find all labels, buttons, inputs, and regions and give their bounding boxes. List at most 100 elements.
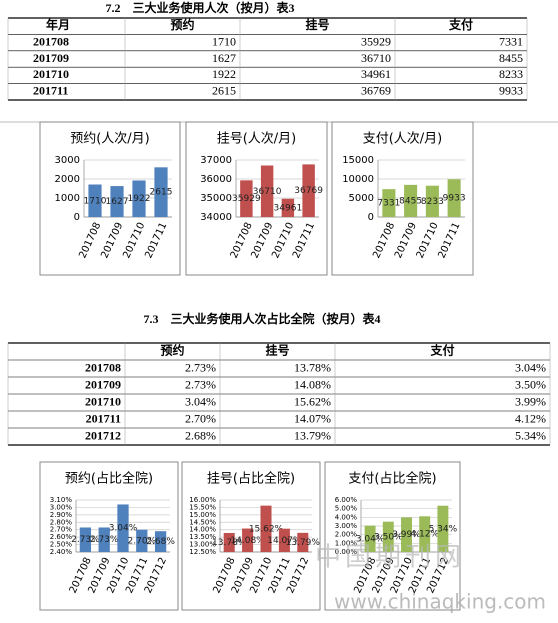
bar: [425, 185, 439, 217]
table-header: 挂号: [305, 17, 329, 32]
table-header: 年月: [46, 17, 70, 32]
bar: [297, 532, 309, 552]
table-cell: 2.73%: [185, 360, 216, 374]
y-tick-label: 37000: [200, 155, 232, 166]
data-label: 5.34%: [429, 524, 458, 534]
bar: [240, 180, 253, 217]
y-tick-label: 0.00%: [335, 548, 358, 556]
data-label: 13.79%: [286, 538, 321, 548]
data-label: 13.78%: [212, 538, 247, 548]
chart-title: 挂号(人次/月): [217, 131, 297, 147]
data-label: 3.50%: [374, 532, 403, 542]
table-cell: 201711: [33, 84, 68, 98]
table-cell: 13.78%: [294, 360, 331, 374]
bar: [382, 521, 394, 552]
bar: [242, 528, 254, 552]
y-tick-label: 14.00%: [189, 526, 216, 534]
data-label: 14.08%: [230, 536, 265, 546]
table-cell: 34961: [361, 67, 391, 81]
bar: [136, 529, 148, 552]
table-cell: 3.04%: [515, 360, 546, 374]
y-tick-label: 15.00%: [189, 511, 216, 519]
data-label: 2.70%: [128, 536, 157, 546]
y-tick-label: 0: [368, 212, 374, 223]
table-cell: 36769: [361, 84, 391, 98]
data-label: 2.73%: [71, 535, 100, 545]
table-cell: 2615: [212, 84, 236, 98]
table-cell: 7331: [499, 34, 523, 48]
table-cell: 13.79%: [294, 428, 331, 442]
bar: [419, 516, 431, 552]
table-cell: 36710: [361, 51, 391, 65]
y-tick-label: 3.00%: [50, 503, 73, 511]
y-tick-label: 5.00%: [335, 505, 358, 513]
chart-title: 预约(人次/月): [70, 131, 150, 147]
table-header: 支付: [448, 17, 473, 32]
y-tick-label: 3.00%: [335, 522, 358, 530]
section-title: 7.2 三大业务使用人次（按月）表3: [105, 0, 294, 15]
y-tick-label: 2.50%: [50, 541, 73, 549]
table-cell: 5.34%: [515, 428, 546, 442]
table-header: 挂号: [265, 342, 289, 357]
y-tick-label: 36000: [200, 174, 232, 185]
y-tick-label: 3.10%: [50, 496, 73, 504]
y-tick-label: 4.00%: [335, 513, 358, 521]
chart-title: 支付(人次/月): [363, 131, 443, 147]
y-tick-label: 2.90%: [50, 511, 73, 519]
y-tick-label: 2.40%: [50, 548, 73, 556]
bar: [437, 505, 449, 552]
table-cell: 201709: [33, 51, 69, 65]
y-tick-label: 14.50%: [189, 518, 216, 526]
bar: [447, 179, 461, 217]
data-label: 7331: [377, 199, 400, 209]
bar: [260, 165, 274, 217]
y-tick-label: 35000: [200, 193, 232, 204]
table-cell: 201712: [85, 428, 121, 442]
table-cell: 2.70%: [185, 411, 216, 425]
y-tick-label: 16.00%: [189, 496, 216, 504]
y-tick-label: 2.60%: [50, 533, 73, 541]
bar: [154, 167, 168, 217]
y-tick-label: 5000: [349, 193, 374, 204]
chart-title: 挂号(占比全院): [207, 471, 295, 487]
data-label: 2.73%: [90, 535, 119, 545]
data-label: 1710: [84, 196, 107, 206]
table-cell: 3.04%: [185, 394, 216, 408]
y-tick-label: 6.00%: [335, 496, 358, 504]
y-tick-label: 12.50%: [189, 548, 216, 556]
bar: [401, 517, 412, 552]
data-label: 35929: [232, 194, 261, 204]
data-label: 15.62%: [249, 524, 284, 534]
bar: [404, 184, 418, 217]
table-cell: 35929: [361, 34, 391, 48]
bar: [302, 164, 315, 217]
table-cell: 14.07%: [294, 411, 331, 425]
data-label: 2615: [150, 188, 173, 198]
table-cell: 8455: [499, 51, 523, 65]
y-tick-label: 1000: [55, 193, 80, 204]
watermark: 中国期刊网: [315, 543, 465, 573]
y-tick-label: 2.00%: [335, 531, 358, 539]
y-tick-label: 3000: [55, 155, 80, 166]
y-tick-label: 13.00%: [189, 541, 216, 549]
table-header: 预约: [160, 342, 184, 357]
y-tick-label: 2000: [55, 174, 80, 185]
y-tick-label: 2.80%: [50, 518, 73, 526]
table-cell: 201708: [33, 34, 69, 48]
data-label: 1627: [106, 197, 129, 207]
table-cell: 1627: [212, 51, 236, 65]
table-cell: 3.99%: [515, 394, 546, 408]
data-label: 8233: [421, 197, 444, 207]
data-label: 36769: [294, 186, 323, 196]
y-tick-label: 15000: [342, 155, 374, 166]
data-label: 36710: [253, 187, 282, 197]
table-cell: 14.08%: [294, 377, 331, 391]
section-title: 7.3 三大业务使用人次占比全院（按月）表4: [143, 311, 380, 326]
bar: [260, 505, 272, 552]
table-cell: 1710: [212, 34, 236, 48]
table-cell: 201710: [33, 67, 69, 81]
data-label: 1922: [128, 194, 151, 204]
data-label: 3.04%: [109, 524, 138, 534]
bar: [382, 189, 396, 217]
